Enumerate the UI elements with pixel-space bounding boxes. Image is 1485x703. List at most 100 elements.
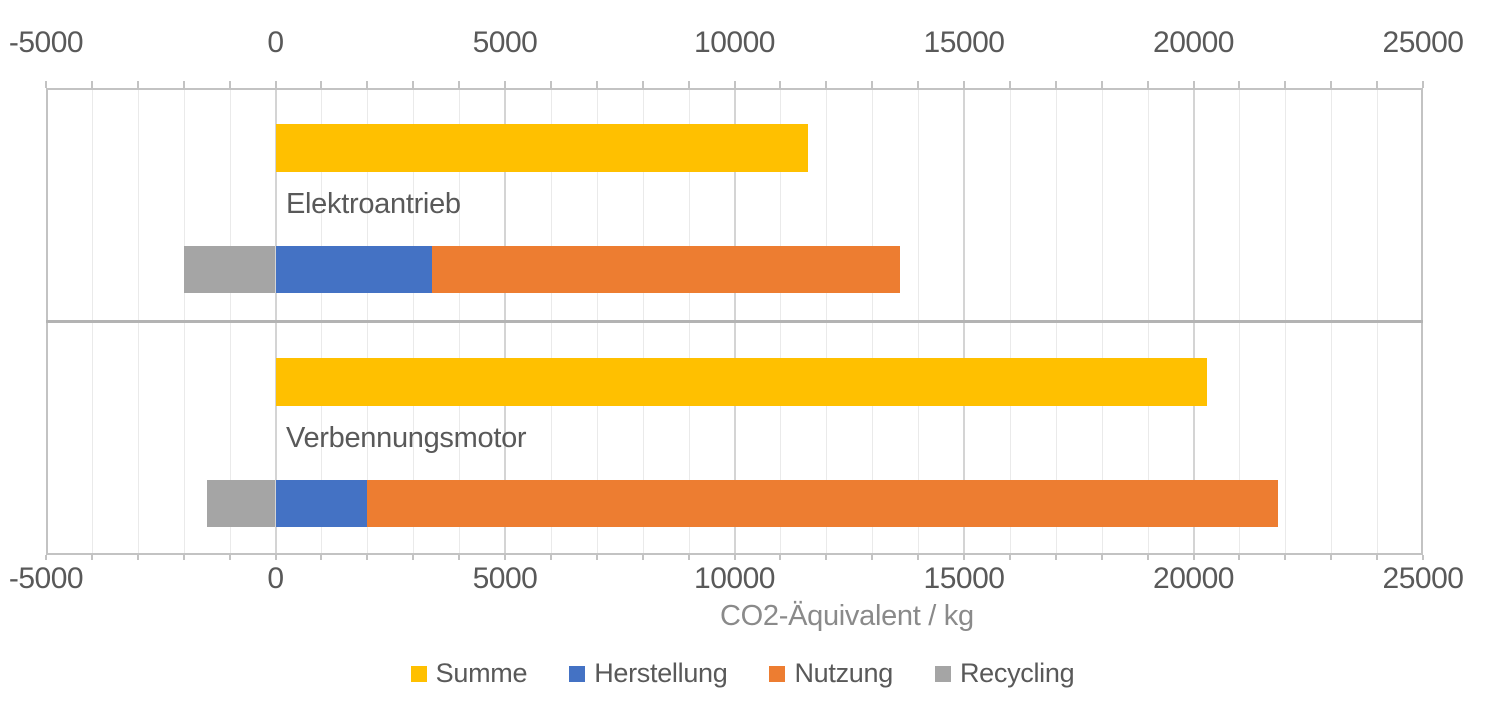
legend: Summe Herstellung Nutzung Recycling	[0, 658, 1485, 689]
top-axis-tick	[90, 81, 93, 88]
bottom-axis-tick	[366, 555, 369, 560]
bottom-axis-tick	[412, 555, 415, 560]
bottom-axis-tick	[1008, 555, 1011, 560]
top-axis-tick	[1054, 81, 1057, 88]
bottom-axis-tick-label: 0	[267, 562, 284, 595]
bar-herstellung-verbennungsmotor	[275, 479, 368, 527]
bar-recycling-verbennungsmotor	[206, 479, 276, 527]
legend-swatch-recycling	[934, 665, 951, 682]
bottom-axis-tick	[733, 555, 736, 560]
bar-summe-verbennungsmotor	[275, 357, 1208, 406]
top-axis-tick-label: -5000	[8, 26, 84, 59]
top-axis-tick	[182, 81, 185, 88]
top-axis-tick	[366, 81, 369, 88]
bar-herstellung-elektroantrieb	[275, 246, 432, 293]
plot-area: Elektroantrieb Verbennungsmotor	[45, 81, 1424, 560]
bar-nutzung-elektroantrieb	[431, 246, 900, 293]
bottom-axis-tick	[274, 555, 277, 560]
bottom-axis-tick-label: 20000	[1153, 562, 1234, 595]
bottom-axis-tick	[917, 555, 920, 560]
legend-label-nutzung: Nutzung	[794, 658, 893, 688]
top-axis-tick	[779, 81, 782, 88]
bottom-axis-tick	[871, 555, 874, 560]
bottom-axis-tick	[1238, 555, 1241, 560]
top-axis-tick	[45, 81, 47, 88]
bottom-axis-tick	[1100, 555, 1103, 560]
top-axis-tick	[504, 81, 506, 88]
top-axis-tick	[320, 81, 323, 88]
top-axis-tick	[1146, 81, 1149, 88]
top-axis-tick	[1376, 81, 1379, 88]
top-axis-tick	[733, 81, 736, 88]
top-axis-tick	[1192, 81, 1195, 88]
top-axis-tick-label: 5000	[472, 26, 538, 59]
top-axis-tick	[1284, 81, 1287, 88]
top-axis-tick-label: 25000	[1382, 26, 1464, 59]
top-axis-tick	[412, 81, 415, 88]
legend-item-herstellung: Herstellung	[569, 658, 728, 689]
bottom-axis-tick	[1192, 555, 1195, 560]
legend-swatch-herstellung	[569, 665, 586, 682]
top-axis-tick	[917, 81, 920, 88]
top-axis-tick	[228, 81, 231, 88]
bottom-axis-tick	[1054, 555, 1057, 560]
top-axis-tick	[274, 81, 277, 88]
top-axis-tick-label: 20000	[1153, 26, 1234, 59]
bottom-axis-tick-label: 10000	[694, 562, 775, 595]
top-axis-tick	[595, 81, 598, 88]
bottom-axis-tick	[228, 555, 231, 560]
bottom-axis-tick	[595, 555, 598, 560]
top-axis-tick	[1008, 81, 1011, 88]
legend-item-summe: Summe	[410, 658, 528, 689]
top-axis-tick-label: 10000	[694, 26, 775, 59]
top-axis-tick-label: 0	[267, 26, 284, 59]
bottom-axis-tick	[136, 555, 139, 560]
bottom-axis-tick-label: 25000	[1382, 562, 1464, 595]
bottom-axis-tick	[504, 555, 506, 560]
bottom-axis-tick	[1146, 555, 1149, 560]
plot-border-bottom	[46, 553, 1423, 555]
bottom-axis-tick	[1330, 555, 1333, 560]
category-label-verbennungsmotor: Verbennungsmotor	[286, 421, 527, 454]
bottom-axis-tick	[1284, 555, 1287, 560]
top-axis-tick	[641, 81, 644, 88]
bottom-axis-tick-label: -5000	[8, 562, 84, 595]
bottom-axis-tick	[1422, 555, 1424, 560]
legend-label-summe: Summe	[435, 658, 528, 688]
top-axis-tick	[871, 81, 874, 88]
bottom-axis-tick	[458, 555, 461, 560]
legend-swatch-nutzung	[769, 665, 786, 682]
bottom-axis-tick	[45, 555, 47, 560]
top-axis-tick	[458, 81, 461, 88]
plot-border-top	[46, 88, 1423, 90]
bottom-axis-tick	[1376, 555, 1379, 560]
bottom-axis-tick	[320, 555, 323, 560]
category-label-elektroantrieb: Elektroantrieb	[286, 188, 461, 220]
bar-recycling-elektroantrieb	[183, 246, 276, 293]
bottom-axis-tick	[641, 555, 644, 560]
top-axis-tick	[1100, 81, 1103, 88]
top-axis-tick-label: 15000	[923, 26, 1005, 59]
top-axis-tick	[136, 81, 139, 88]
category-divider	[46, 320, 1423, 323]
top-axis-tick	[1238, 81, 1241, 88]
x-axis-title: CO2-Äquivalent / kg	[720, 600, 974, 632]
top-axis-tick	[549, 81, 552, 88]
bottom-axis-tick	[182, 555, 185, 560]
legend-label-recycling: Recycling	[959, 658, 1075, 688]
bottom-axis-tick-label: 15000	[923, 562, 1005, 595]
top-axis-tick	[1330, 81, 1333, 88]
bar-nutzung-verbennungsmotor	[367, 479, 1279, 527]
top-axis-tick	[687, 81, 690, 88]
top-axis-tick	[963, 81, 965, 88]
top-axis-tick	[1422, 81, 1424, 88]
bottom-axis-tick	[779, 555, 782, 560]
legend-item-recycling: Recycling	[934, 658, 1075, 689]
legend-item-nutzung: Nutzung	[769, 658, 893, 689]
bar-summe-elektroantrieb	[275, 124, 808, 172]
bottom-axis-tick	[549, 555, 552, 560]
bottom-axis-tick	[963, 555, 965, 560]
legend-label-herstellung: Herstellung	[594, 658, 728, 688]
bottom-axis-tick	[687, 555, 690, 560]
